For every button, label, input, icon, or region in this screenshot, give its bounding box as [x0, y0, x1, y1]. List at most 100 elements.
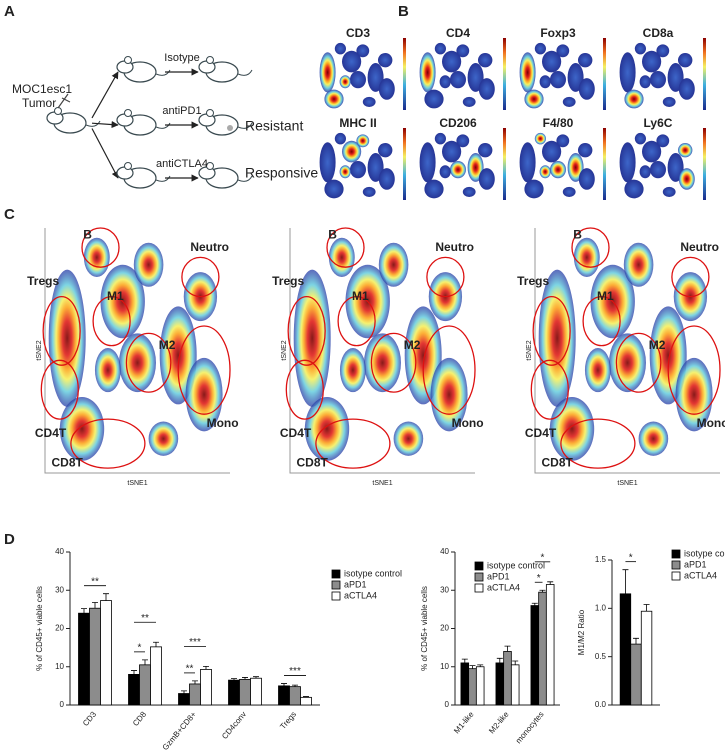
- significance-label: *: [629, 552, 633, 563]
- tsne-island: [634, 42, 647, 55]
- y-axis-label: tSNE2: [281, 340, 288, 360]
- tsne-island: [534, 42, 547, 55]
- tsne-island: [450, 70, 466, 89]
- significance-label: **: [186, 664, 194, 675]
- tsne-island: [656, 44, 670, 58]
- tsne-island: [678, 78, 695, 100]
- y-axis-label: tSNE2: [36, 340, 43, 360]
- outcome-label: Resistant: [245, 118, 303, 134]
- tsne-island: [539, 165, 551, 179]
- error-bar: [253, 676, 259, 679]
- tumor-label: MOC1esc1: [12, 82, 72, 96]
- cluster-outline: [315, 418, 391, 469]
- cluster-outline: [571, 227, 610, 268]
- cluster-label: CD4T: [35, 426, 67, 440]
- cluster-label: Neutro: [680, 240, 719, 254]
- bar: [128, 674, 140, 706]
- tsne-island: [478, 52, 493, 68]
- tsne-island: [324, 89, 344, 109]
- tsne-island: [662, 96, 676, 107]
- legend-label: isotype control: [684, 548, 725, 558]
- tsne-island: [556, 134, 570, 148]
- cluster-label: M2: [159, 338, 176, 352]
- mouse-icon: [116, 162, 171, 189]
- colorbar: [503, 128, 506, 200]
- cluster-outline: [560, 418, 636, 469]
- tsne-island: [304, 397, 350, 461]
- tsne-island: [539, 75, 551, 89]
- tsne-island: [550, 160, 566, 179]
- tsne-island: [550, 70, 566, 89]
- panel-label: A: [4, 3, 15, 20]
- tsne-island: [650, 70, 666, 89]
- cluster-outline: [370, 332, 417, 393]
- legend-label: aPD1: [344, 579, 367, 589]
- cluster-label: Mono: [207, 416, 239, 430]
- mouse-ear: [206, 162, 214, 170]
- tsne-island: [478, 142, 493, 158]
- mouse-tail: [85, 120, 101, 127]
- y-tick-label: 1.5: [595, 555, 607, 564]
- tsne-island: [534, 132, 547, 145]
- tsne-island: [378, 78, 395, 100]
- tsne-island: [619, 52, 636, 93]
- tsne-island: [538, 269, 576, 407]
- bar: [640, 610, 653, 706]
- legend-swatch: [331, 591, 341, 601]
- significance-label: *: [537, 573, 541, 584]
- tsne-island: [678, 142, 693, 158]
- y-tick-label: 20: [440, 624, 449, 633]
- error-bar: [643, 604, 650, 612]
- y-tick-label: 0: [60, 700, 65, 709]
- cluster-outline: [70, 418, 146, 469]
- bar: [200, 669, 212, 706]
- tsne-island: [133, 242, 164, 287]
- tsne-island: [434, 42, 446, 55]
- bar: [495, 662, 505, 706]
- tsne-island: [638, 421, 669, 456]
- mouse-tail: [155, 122, 171, 129]
- tsne-island: [293, 269, 331, 407]
- cluster-outline: [177, 325, 231, 415]
- tsne-island: [148, 421, 179, 456]
- cluster-label: M1: [352, 289, 369, 303]
- tsne-island: [584, 348, 611, 393]
- error-bar: [203, 665, 209, 670]
- legend-swatch: [331, 569, 341, 579]
- significance-label: ***: [189, 637, 201, 648]
- colorbar: [403, 128, 406, 200]
- mouse-tail: [237, 175, 253, 182]
- error-bar: [81, 608, 87, 614]
- tsne-island: [578, 78, 595, 100]
- cluster-label: CD8T: [297, 455, 329, 469]
- legend-swatch: [331, 580, 341, 590]
- tsne-island: [442, 50, 462, 73]
- legend-swatch: [474, 561, 484, 571]
- error-bar: [92, 602, 98, 609]
- error-bar: [477, 664, 484, 667]
- tsne-island: [442, 140, 462, 163]
- outcome-label: Responsive: [245, 165, 318, 181]
- mouse-icon: [198, 162, 253, 189]
- tsne-island: [634, 132, 647, 145]
- bar: [289, 686, 301, 706]
- tsne-island: [119, 333, 156, 393]
- y-axis-label: % of CD45+ viable cells: [35, 586, 44, 671]
- error-bar: [181, 690, 187, 694]
- tsne-island: [334, 132, 346, 145]
- treatment-label: Isotype: [164, 52, 199, 64]
- tumor-label: Tumor: [22, 96, 56, 110]
- legend-label: isotype control: [487, 560, 545, 570]
- legend-label: aCTLA4: [487, 582, 520, 592]
- bar: [510, 664, 520, 706]
- y-tick-label: 20: [55, 624, 64, 633]
- marker-title: CD206: [439, 116, 477, 130]
- y-axis-label: % of CD45+ viable cells: [420, 586, 429, 671]
- error-bar: [103, 593, 109, 601]
- marker-title: MHC II: [339, 116, 376, 130]
- tsne-island: [434, 132, 446, 145]
- tsne-island: [393, 421, 424, 456]
- tsne-island: [334, 42, 346, 55]
- error-bar: [303, 696, 309, 698]
- bar: [619, 593, 632, 706]
